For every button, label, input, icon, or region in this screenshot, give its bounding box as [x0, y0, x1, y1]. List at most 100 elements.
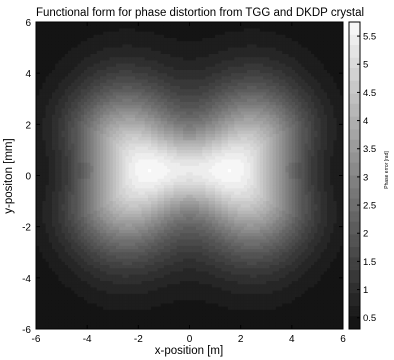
contour-cell	[99, 133, 104, 138]
contour-cell	[77, 188, 82, 192]
contour-cell	[67, 127, 72, 132]
contour-cell	[106, 111, 110, 116]
contour-cell	[83, 316, 88, 320]
contour-cell	[195, 63, 200, 68]
contour-cell	[157, 133, 162, 138]
contour-cell	[189, 255, 194, 260]
contour-cell	[103, 188, 107, 192]
contour-cell	[199, 204, 203, 208]
contour-cell	[141, 309, 146, 314]
contour-cell	[183, 249, 187, 253]
contour-cell	[192, 165, 197, 170]
contour-cell	[90, 213, 94, 218]
contour-cell	[109, 265, 114, 269]
contour-cell	[90, 220, 94, 224]
contour-cell	[131, 37, 136, 42]
contour-cell	[36, 319, 40, 324]
contour-cell	[58, 92, 62, 96]
contour-cell	[93, 252, 98, 256]
contour-cell	[179, 207, 184, 212]
contour-cell	[131, 82, 136, 87]
contour-cell	[112, 82, 117, 87]
contour-cell	[115, 111, 120, 116]
contour-cell	[170, 316, 174, 320]
contour-cell	[119, 325, 123, 330]
contour-cell	[74, 265, 78, 269]
contour-cell	[71, 290, 75, 295]
contour-cell	[199, 153, 203, 157]
contour-cell	[106, 213, 110, 218]
contour-cell	[128, 66, 133, 71]
contour-cell	[115, 146, 120, 151]
contour-cell	[55, 178, 59, 183]
contour-cell	[128, 108, 133, 112]
contour-cell	[151, 197, 155, 202]
contour-cell	[51, 293, 56, 298]
contour-cell	[36, 284, 40, 288]
contour-cell	[119, 207, 123, 212]
contour-cell	[138, 28, 142, 32]
contour-cell	[99, 92, 104, 96]
contour-cell	[77, 239, 82, 244]
contour-cell	[87, 76, 91, 80]
contour-cell	[71, 226, 75, 231]
contour-cell	[83, 121, 88, 125]
contour-cell	[176, 191, 181, 196]
contour-cell	[192, 255, 197, 260]
contour-cell	[77, 117, 82, 122]
contour-cell	[122, 300, 126, 304]
contour-cell	[154, 325, 158, 330]
contour-cell	[36, 217, 40, 221]
contour-cell	[179, 137, 184, 141]
contour-cell	[45, 175, 50, 180]
contour-cell	[179, 121, 184, 125]
contour-cell	[186, 28, 190, 32]
contour-cell	[42, 226, 46, 231]
contour-cell	[109, 284, 114, 288]
contour-cell	[96, 41, 101, 45]
contour-cell	[109, 175, 114, 180]
contour-cell	[119, 162, 123, 167]
contour-cell	[179, 284, 184, 288]
contour-cell	[55, 322, 59, 327]
contour-cell	[151, 309, 155, 314]
contour-cell	[77, 313, 82, 317]
contour-cell	[61, 95, 66, 100]
contour-cell	[179, 53, 184, 58]
contour-cell	[36, 69, 40, 74]
contour-cell	[157, 290, 162, 295]
contour-cell	[147, 127, 152, 132]
contour-cell	[106, 252, 110, 256]
contour-cell	[170, 98, 174, 103]
contour-cell	[195, 73, 200, 77]
contour-cell	[170, 268, 174, 272]
contour-cell	[103, 111, 107, 116]
contour-cell	[167, 178, 171, 183]
contour-cell	[160, 255, 165, 260]
contour-cell	[189, 233, 194, 237]
contour-cell	[144, 284, 149, 288]
contour-cell	[147, 300, 152, 304]
contour-cell	[61, 309, 66, 314]
contour-cell	[141, 137, 146, 141]
contour-cell	[167, 172, 171, 176]
contour-cell	[51, 258, 56, 263]
contour-cell	[147, 169, 152, 173]
contour-cell	[55, 239, 59, 244]
contour-cell	[183, 108, 187, 112]
contour-cell	[138, 137, 142, 141]
contour-cell	[51, 25, 56, 29]
contour-cell	[141, 53, 146, 58]
contour-cell	[147, 47, 152, 52]
contour-cell	[45, 252, 50, 256]
contour-cell	[96, 290, 101, 295]
contour-cell	[163, 245, 168, 250]
contour-cell	[131, 172, 136, 176]
contour-cell	[109, 223, 114, 228]
contour-cell	[42, 297, 46, 301]
contour-cell	[45, 303, 50, 308]
contour-cell	[135, 89, 139, 93]
contour-cell	[64, 124, 69, 128]
contour-cell	[93, 181, 98, 186]
contour-cell	[93, 197, 98, 202]
